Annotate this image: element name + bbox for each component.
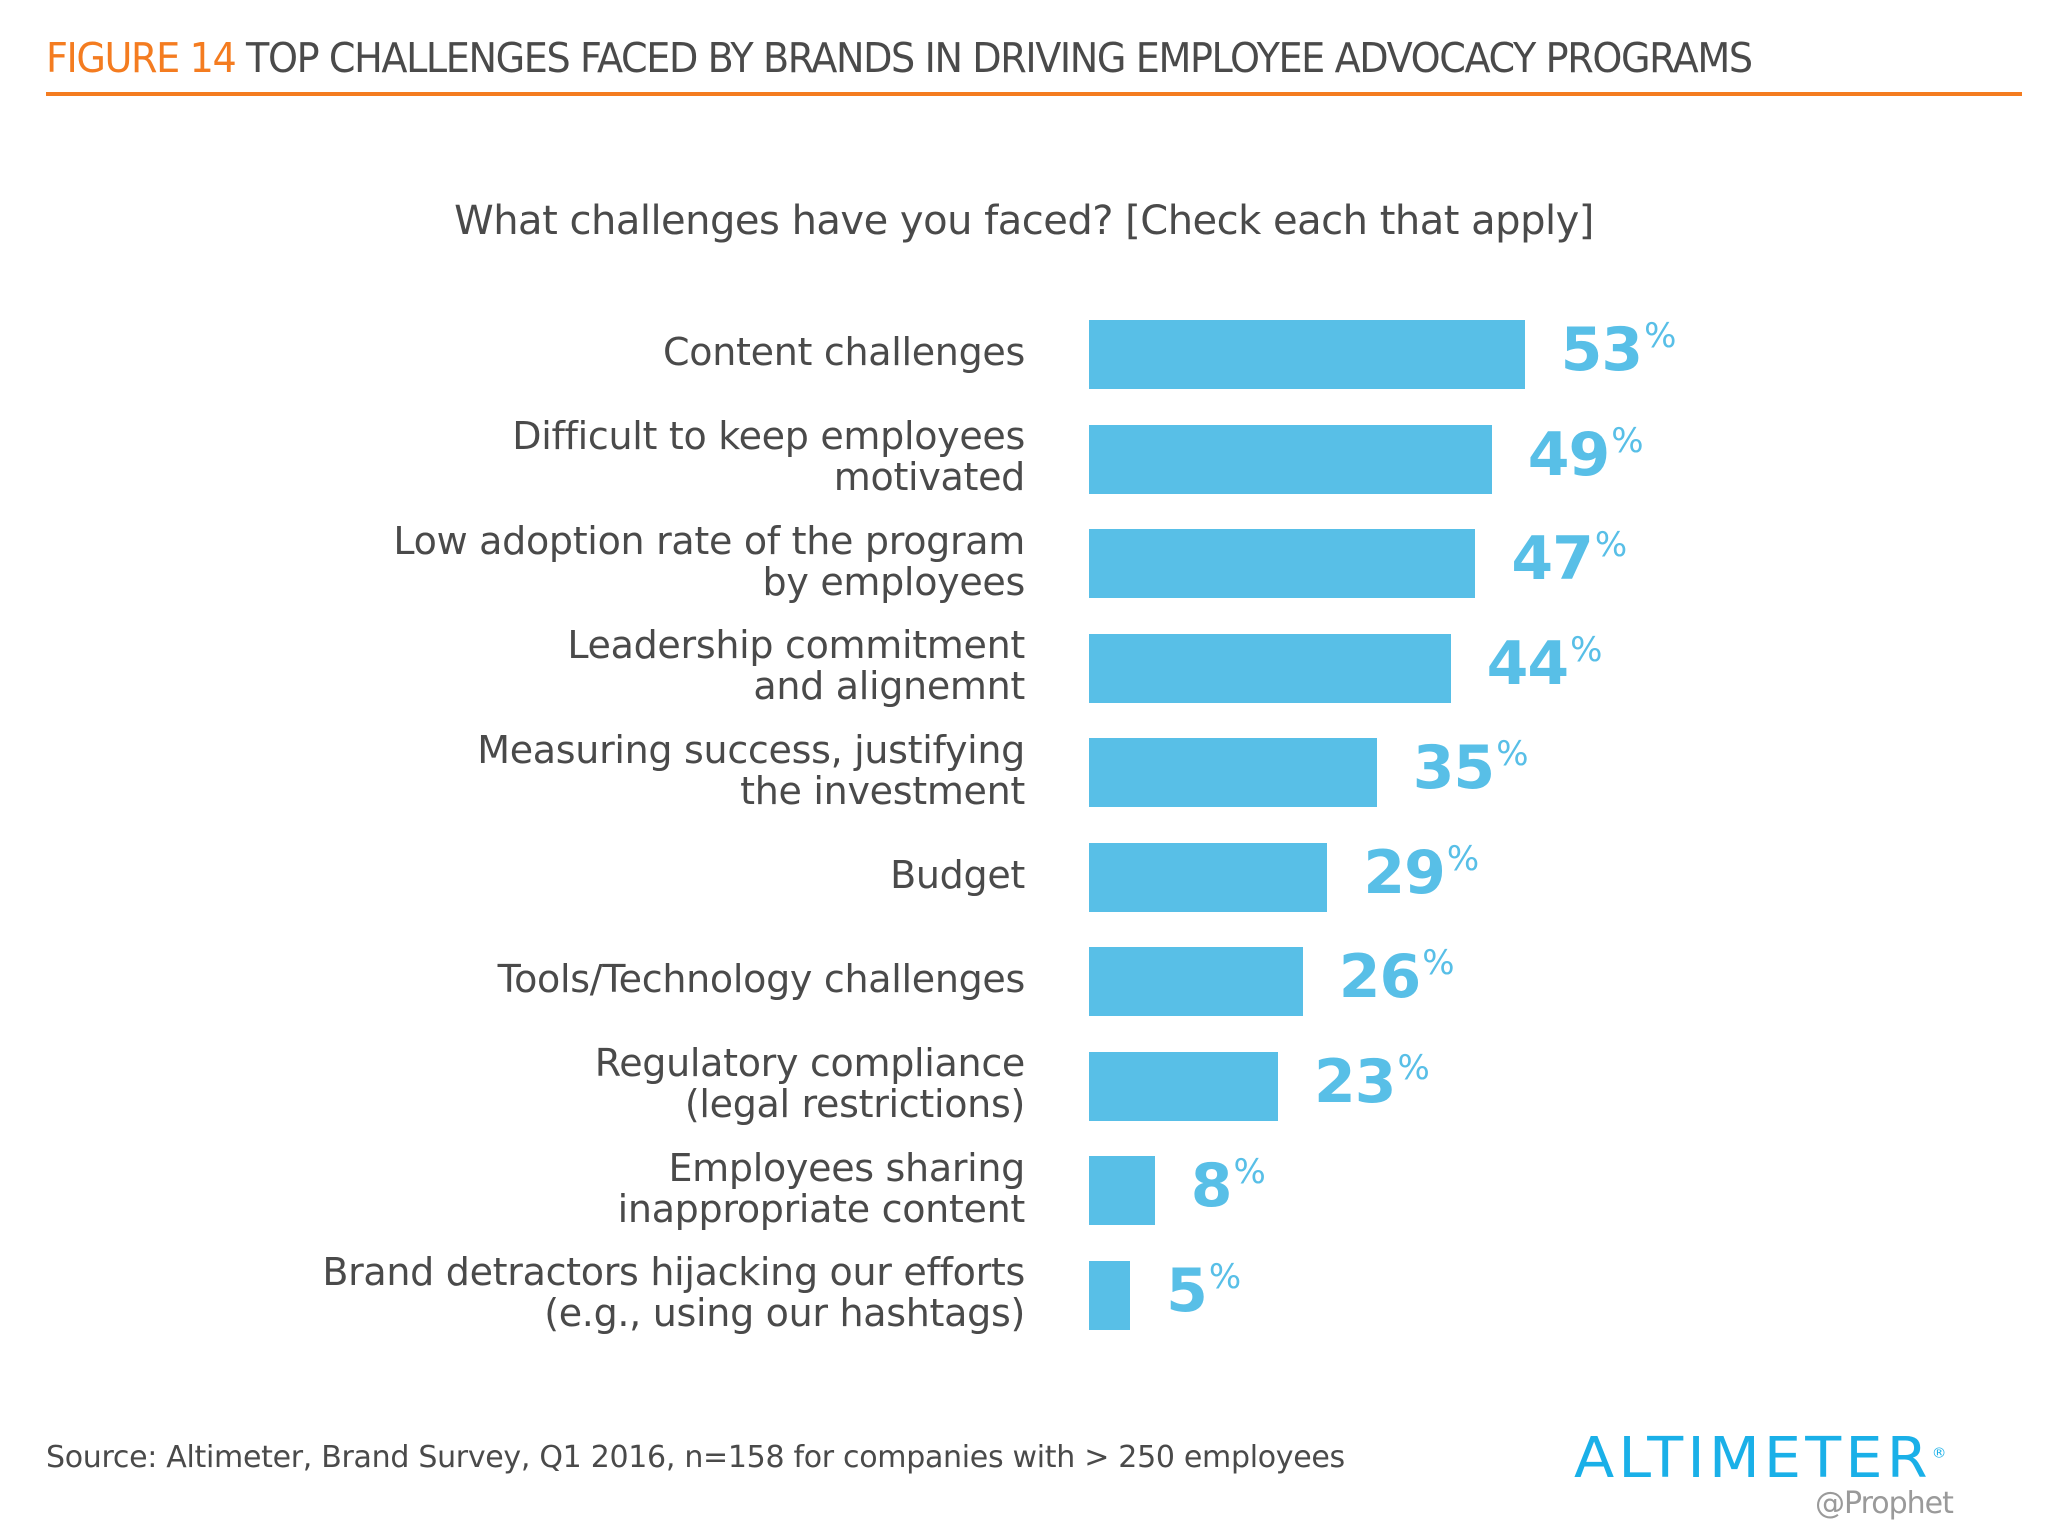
chart-title: What challenges have you faced? [Check e… [454, 198, 1594, 244]
value-number: 49 [1527, 419, 1610, 490]
category-label-line: Brand detractors hijacking our efforts [322, 1250, 1025, 1294]
figure-title-text: TOP CHALLENGES FACED BY BRANDS IN DRIVIN… [246, 34, 1753, 82]
value-label: 35% [1412, 733, 1529, 803]
bar [1089, 1156, 1155, 1225]
bar [1089, 529, 1476, 598]
bar [1089, 424, 1492, 494]
category-label-line: Leadership commitment [567, 623, 1025, 667]
category-label: Measuring success, justifying the investm… [225, 727, 1025, 813]
percent-sign: % [1397, 1047, 1430, 1088]
value-number: 29 [1363, 837, 1445, 908]
title-divider [46, 92, 2022, 96]
logo-text: ALTIMETER [1574, 1426, 1932, 1491]
category-label-line: inappropriate content [617, 1186, 1026, 1231]
value-number: 35 [1412, 733, 1495, 803]
category-label-line: Employees sharing [668, 1145, 1025, 1190]
category-label: Leadership commitment and alignemnt [225, 625, 1025, 707]
category-label-line: (e.g., using our hashtags) [544, 1291, 1025, 1335]
percent-sign: % [1446, 838, 1479, 879]
bar [1089, 633, 1451, 703]
value-label: 49% [1527, 419, 1644, 490]
prophet-logo: @Prophet [1815, 1486, 1954, 1521]
category-label: Tools/Technology challenges [225, 957, 1026, 1001]
category-label-line: Difficult to keep employees [512, 414, 1025, 458]
category-label: Regulatory compliance (legal restrictions… [225, 1041, 1026, 1126]
percent-sign: % [1644, 316, 1676, 356]
category-label-line: Low adoption rate of the program [393, 518, 1025, 563]
percent-sign: % [1208, 1256, 1241, 1297]
bar [1089, 738, 1377, 807]
category-label-line: the investment [740, 768, 1025, 813]
category-label-line: and alignemnt [753, 664, 1025, 708]
category-label-line: Content challenges [663, 330, 1025, 374]
figure-label: FIGURE 14 [46, 34, 237, 82]
value-number: 5 [1166, 1255, 1208, 1326]
category-label-line: Measuring success, justifying [477, 727, 1025, 772]
percent-sign: % [1570, 629, 1602, 670]
bar [1089, 842, 1328, 912]
value-number: 44 [1486, 628, 1569, 699]
value-label: 23% [1314, 1046, 1430, 1117]
category-label: Employees sharing inappropriate content [225, 1145, 1026, 1231]
category-label: Budget [225, 852, 1025, 897]
value-label: 47% [1511, 524, 1627, 594]
value-label: 53% [1560, 315, 1677, 385]
value-number: 8 [1190, 1151, 1233, 1221]
percent-sign: % [1611, 420, 1643, 461]
value-label: 44% [1486, 628, 1603, 699]
category-label-line: motivated [833, 455, 1026, 499]
value-label: 5% [1166, 1255, 1241, 1326]
value-label: 26% [1338, 942, 1455, 1012]
percent-sign: % [1496, 734, 1528, 774]
source-note: Source: Altimeter, Brand Survey, Q1 2016… [46, 1440, 1345, 1475]
value-label: 29% [1363, 837, 1479, 908]
value-number: 23 [1314, 1046, 1396, 1117]
category-label: Content challenges [225, 332, 1025, 373]
value-number: 47 [1511, 524, 1593, 594]
value-label: 8% [1190, 1151, 1266, 1221]
value-number: 26 [1338, 942, 1421, 1012]
category-label: Low adoption rate of the program by emplo… [225, 518, 1026, 604]
bar [1089, 947, 1303, 1016]
bar [1089, 320, 1525, 389]
value-number: 53 [1560, 315, 1643, 385]
altimeter-logo: ALTIMETER® [1574, 1426, 1947, 1491]
percent-sign: % [1422, 943, 1454, 983]
bar [1089, 1260, 1131, 1330]
category-label: Brand detractors hijacking our efforts (e… [225, 1252, 1025, 1334]
category-label: Difficult to keep employees motivated [225, 416, 1025, 498]
category-label-line: Tools/Technology challenges [497, 957, 1026, 1001]
category-label-line: (legal restrictions) [684, 1082, 1025, 1126]
category-label-line: by employees [762, 559, 1026, 604]
bar [1089, 1051, 1279, 1121]
figure-title: FIGURE 14 TOP CHALLENGES FACED BY BRANDS… [46, 34, 1753, 82]
category-label-line: Budget [890, 852, 1025, 897]
category-label-line: Regulatory compliance [594, 1041, 1026, 1085]
percent-sign: % [1233, 1152, 1266, 1192]
percent-sign: % [1594, 525, 1627, 565]
